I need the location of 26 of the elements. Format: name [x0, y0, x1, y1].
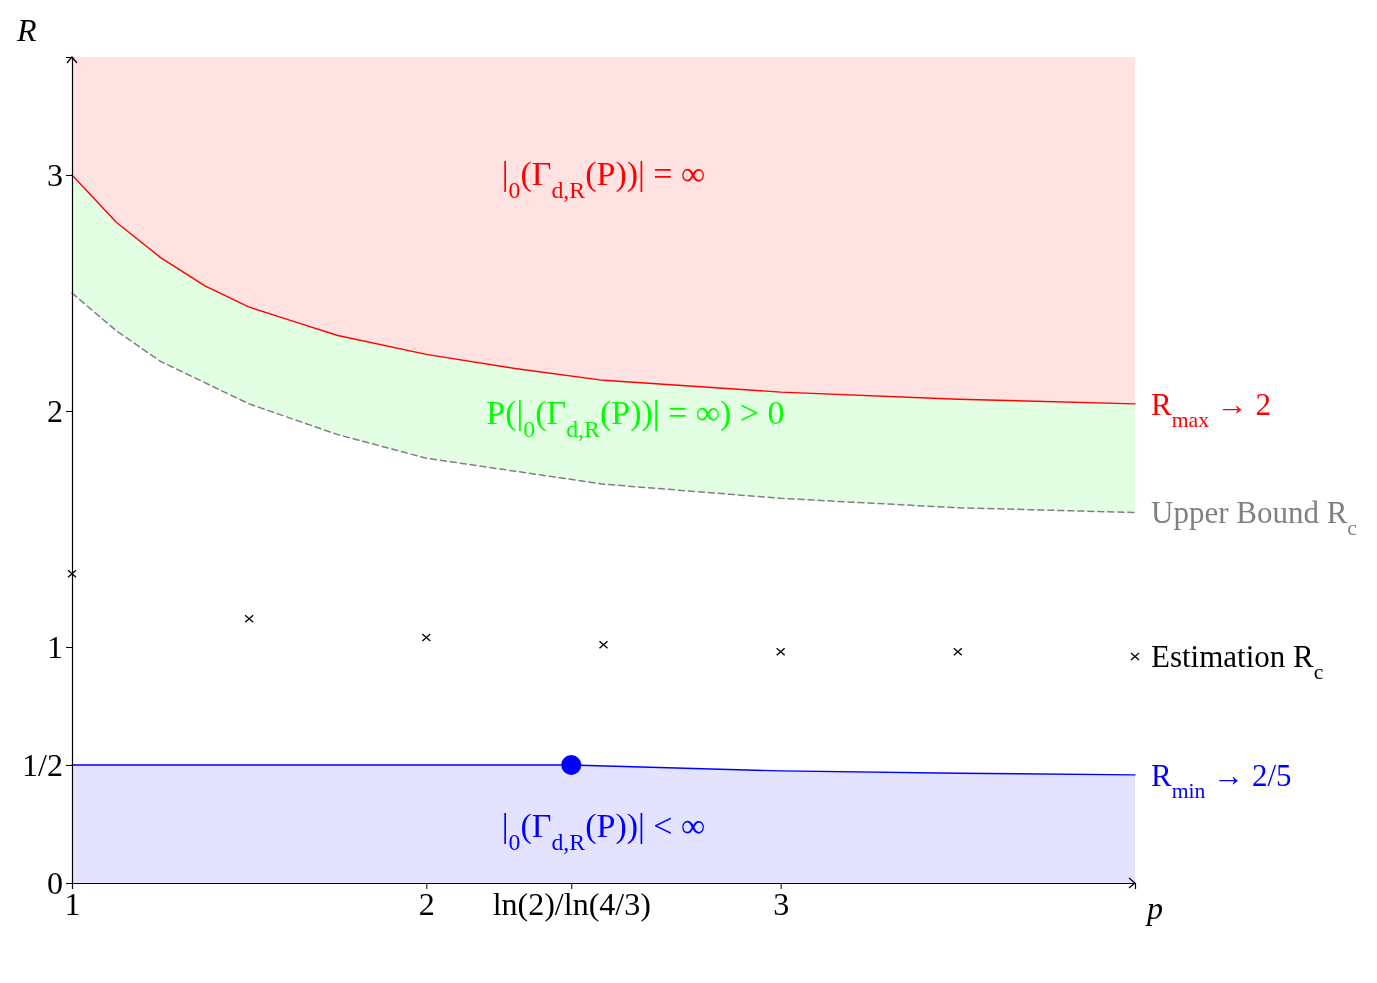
- point: [953, 647, 963, 656]
- x-tick-label: 3: [773, 885, 790, 922]
- point: [776, 647, 786, 656]
- annotation: |$_{0}$(Γ$_{d,R}$(P))| = ∞: [501, 154, 706, 203]
- y-tick-label: 3: [47, 156, 63, 193]
- point: [598, 640, 609, 649]
- x-tick-label: ln(2)/ln(4/3): [492, 885, 651, 922]
- series-label: Upper Bound R$_{c}$: [1151, 495, 1357, 541]
- point: [244, 614, 254, 623]
- point: [1130, 652, 1140, 661]
- y-tick-label: 1: [47, 628, 63, 665]
- x-tick-label: 2: [418, 885, 435, 922]
- point: [67, 569, 77, 578]
- x-axis-title: p: [1145, 890, 1163, 926]
- point: [421, 633, 431, 642]
- y-tick-label: 2: [47, 392, 63, 429]
- series-label: Estimation R$_{c}$: [1151, 639, 1324, 685]
- y-axis-title: R: [16, 12, 37, 48]
- annotation: |$_{0}$(Γ$_{d,R}$(P))| < ∞: [501, 807, 706, 856]
- point: [561, 755, 582, 775]
- annotation: P(|$_{0}$(Γ$_{d,R}$(P))| = ∞) > 0: [486, 394, 785, 443]
- y-tick-label: 0: [47, 864, 63, 901]
- series-label: R$_{max}$ → 2: [1151, 386, 1272, 432]
- line-series: [71, 292, 1136, 514]
- series-label: R$_{min}$ → 2/5: [1151, 757, 1292, 803]
- y-tick-label: 1/2: [22, 746, 63, 783]
